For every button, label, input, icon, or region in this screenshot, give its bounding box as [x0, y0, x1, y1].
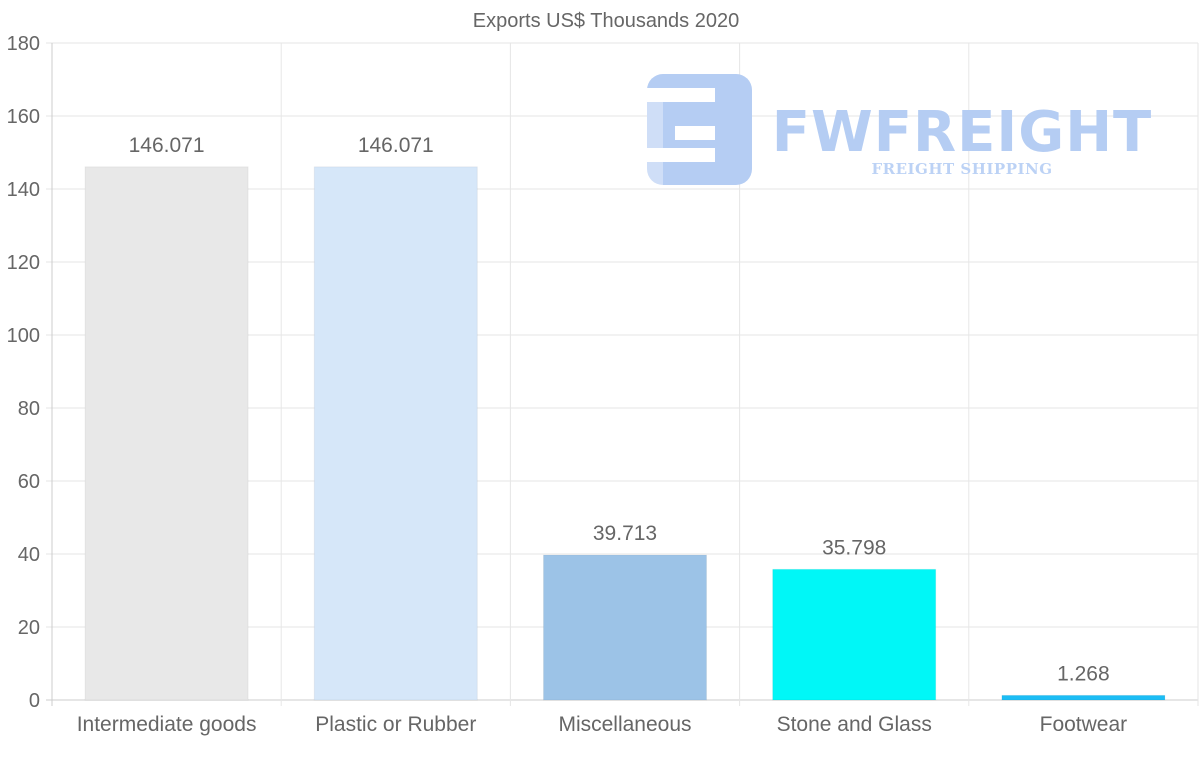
y-tick-label: 140 [7, 179, 40, 201]
y-tick-label: 180 [7, 33, 40, 55]
y-tick-label: 120 [7, 252, 40, 274]
watermark-logo: FWFREIGHT FREIGHT SHIPPING [647, 74, 1153, 185]
bar-value-label: 146.071 [358, 134, 434, 157]
bar[interactable] [1001, 694, 1166, 701]
bars [84, 166, 1166, 701]
x-tick-label: Footwear [1040, 713, 1128, 736]
watermark-brand: FWFREIGHT [772, 100, 1153, 165]
bar[interactable] [543, 554, 707, 701]
chart-title: Exports US$ Thousands 2020 [473, 10, 739, 32]
y-tick-label: 60 [18, 471, 40, 493]
bar[interactable] [84, 166, 249, 701]
x-tick-label: Plastic or Rubber [315, 713, 476, 736]
bar-value-label: 146.071 [129, 134, 205, 157]
y-tick-label: 160 [7, 106, 40, 128]
x-tick-label: Intermediate goods [77, 713, 257, 736]
y-tick-label: 40 [18, 544, 40, 566]
y-tick-label: 100 [7, 325, 40, 347]
watermark-tagline: FREIGHT SHIPPING [871, 160, 1052, 178]
x-axis-ticks: Intermediate goods Plastic or Rubber Misce… [77, 713, 1127, 736]
data-labels: 146.071 146.071 39.713 35.798 1.268 [129, 134, 1110, 686]
bar-value-label: 1.268 [1057, 662, 1110, 685]
x-tick-label: Miscellaneous [558, 713, 691, 736]
y-tick-label: 80 [18, 398, 40, 420]
bar[interactable] [772, 568, 937, 701]
y-tick-label: 0 [29, 690, 40, 712]
y-axis-ticks: 0 20 40 60 80 100 120 140 160 180 [7, 33, 40, 712]
watermark-logo-mark [647, 74, 752, 185]
bar-value-label: 35.798 [822, 536, 886, 559]
bar-value-label: 39.713 [593, 522, 657, 545]
y-tick-label: 20 [18, 617, 40, 639]
bar[interactable] [313, 166, 478, 701]
x-tick-label: Stone and Glass [777, 713, 932, 736]
